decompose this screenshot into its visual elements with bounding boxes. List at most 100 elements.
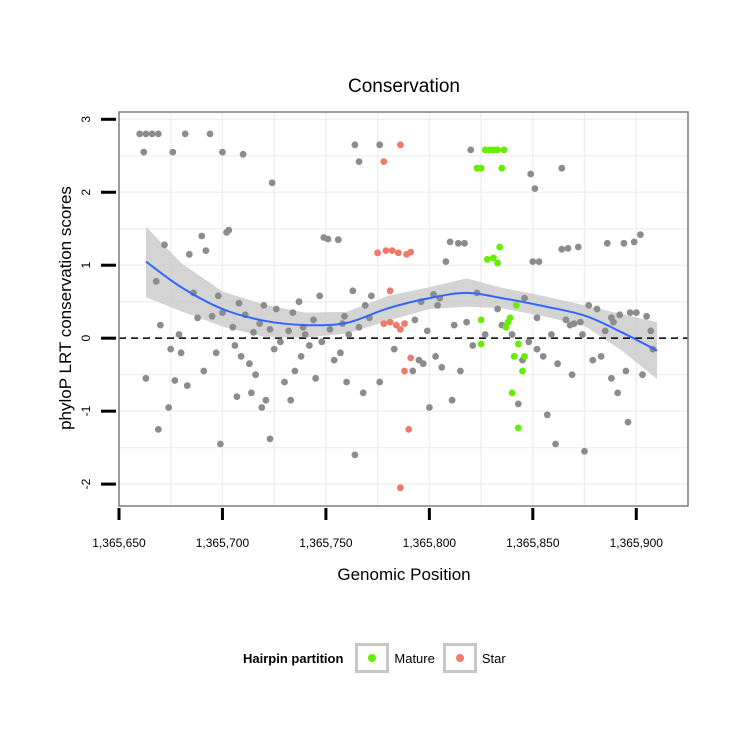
data-point — [169, 148, 177, 156]
data-point — [477, 340, 485, 348]
data-point — [142, 130, 150, 138]
data-point — [368, 292, 375, 300]
data-point — [494, 259, 501, 267]
data-point — [401, 320, 408, 327]
data-point — [394, 249, 402, 257]
data-point — [392, 321, 400, 329]
data-point — [136, 130, 144, 138]
data-point — [477, 164, 485, 172]
data-point — [450, 321, 458, 329]
data-point — [214, 292, 222, 300]
data-point — [405, 426, 413, 433]
data-point — [554, 360, 561, 368]
legend-key-mature — [355, 643, 390, 673]
data-point — [154, 426, 162, 433]
data-point — [558, 164, 566, 172]
data-point — [390, 345, 398, 353]
data-point — [533, 345, 541, 353]
data-point — [351, 141, 359, 149]
data-point — [630, 238, 638, 246]
data-point — [258, 404, 266, 411]
data-point — [380, 158, 388, 166]
data-point — [341, 312, 348, 320]
data-point — [514, 400, 522, 408]
data-point — [256, 320, 264, 327]
data-point — [608, 374, 615, 382]
data-point — [301, 331, 309, 338]
data-point — [529, 258, 537, 265]
data-point — [285, 327, 293, 335]
data-point — [426, 404, 433, 411]
data-point — [208, 312, 216, 320]
data-point — [519, 367, 526, 375]
data-point — [496, 243, 504, 251]
data-point — [237, 353, 245, 360]
data-point — [167, 345, 175, 353]
data-point — [297, 353, 305, 360]
data-point — [558, 245, 566, 253]
data-point — [229, 323, 237, 331]
data-point — [461, 239, 468, 247]
legend-label-star: Star — [481, 650, 506, 666]
data-point — [374, 249, 381, 257]
data-point — [217, 440, 224, 448]
data-point — [148, 130, 156, 138]
data-point — [382, 247, 390, 255]
data-point — [252, 371, 259, 379]
data-point — [562, 316, 570, 324]
data-point — [514, 424, 522, 432]
data-point — [388, 247, 396, 255]
data-point — [306, 342, 313, 349]
data-point — [337, 349, 344, 357]
data-point — [268, 179, 276, 187]
confidence-band-area — [145, 226, 657, 379]
data-point — [295, 298, 303, 306]
x-tick-label: 1,365,700 — [196, 536, 250, 550]
data-point — [490, 254, 497, 262]
data-point — [200, 367, 208, 375]
data-point — [206, 130, 214, 138]
data-point — [442, 258, 450, 265]
data-point — [527, 170, 535, 178]
data-point — [483, 256, 491, 263]
data-point — [467, 146, 475, 154]
data-point — [397, 141, 404, 149]
data-point — [568, 371, 576, 379]
plot-border — [118, 111, 689, 507]
data-point — [577, 318, 584, 326]
data-point — [355, 158, 363, 166]
data-point — [506, 314, 514, 322]
data-point — [508, 331, 516, 338]
data-point — [165, 404, 173, 411]
data-point — [434, 302, 441, 309]
x-tick-label: 1,365,900 — [610, 536, 664, 550]
series-other — [136, 130, 657, 459]
data-point — [454, 239, 462, 247]
data-point — [477, 316, 485, 324]
data-point — [198, 232, 206, 240]
data-point — [181, 130, 189, 138]
x-tick-label: 1,365,650 — [92, 536, 146, 550]
confidence-band — [145, 226, 657, 379]
data-point — [500, 146, 508, 154]
y-axis-label: phyloP LRT conservation scores — [56, 186, 75, 430]
data-point — [194, 314, 202, 322]
series-mature — [473, 146, 528, 432]
data-point — [632, 309, 640, 316]
data-point — [250, 328, 257, 336]
data-point — [225, 226, 233, 234]
data-point — [175, 331, 183, 338]
data-point — [502, 323, 510, 331]
data-point — [614, 389, 622, 397]
data-point — [219, 309, 226, 316]
data-point — [457, 367, 464, 375]
scatter-points — [136, 130, 657, 492]
data-point — [272, 305, 280, 313]
data-point — [624, 418, 632, 426]
data-point — [345, 331, 353, 338]
data-point — [574, 243, 582, 251]
data-point — [525, 338, 533, 346]
data-point — [608, 314, 615, 322]
data-point — [262, 396, 270, 404]
data-point — [508, 389, 516, 397]
